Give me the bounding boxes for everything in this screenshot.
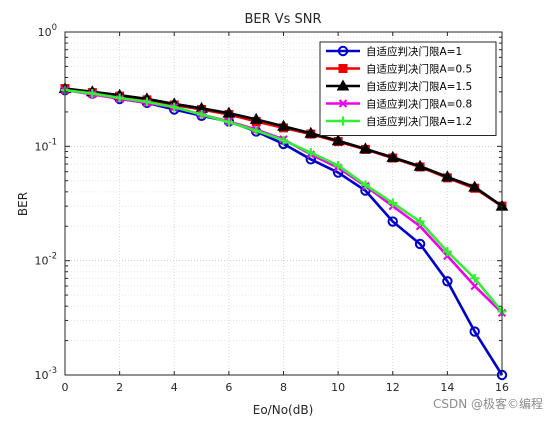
data-point	[279, 135, 288, 145]
watermark: CSDN @极客©编程	[433, 396, 543, 411]
data-point	[115, 93, 125, 103]
legend-marker	[338, 99, 348, 108]
data-point	[251, 126, 261, 136]
data-point	[387, 216, 398, 227]
y-tick-label: 100	[38, 23, 57, 39]
data-point	[331, 134, 345, 146]
data-point	[442, 276, 453, 287]
data-point	[470, 281, 479, 291]
y-tick-label: 10-1	[35, 137, 57, 153]
x-tick-label: 6	[225, 381, 232, 394]
data-point	[360, 180, 370, 190]
legend-label: 自适应判决门限A=0.5	[366, 63, 472, 76]
legend-label: 自适应判决门限A=1.5	[366, 80, 472, 93]
chart-title: BER Vs SNR	[244, 12, 321, 27]
data-point	[333, 160, 343, 170]
x-axis-label: Eo/No(dB)	[253, 403, 314, 417]
data-point	[169, 102, 179, 112]
data-point	[249, 112, 263, 124]
data-point	[415, 217, 425, 227]
data-point	[468, 180, 482, 192]
data-point	[442, 247, 452, 257]
data-point	[469, 326, 480, 337]
x-tick-label: 14	[440, 381, 454, 394]
data-point	[388, 198, 398, 208]
legend-marker	[338, 116, 348, 126]
legend-label: 自适应判决门限A=0.8	[366, 98, 472, 111]
legend-item: 自适应判决门限A=1.5	[326, 79, 472, 93]
x-tick-label: 0	[62, 381, 69, 394]
data-point	[306, 148, 316, 158]
x-tick-label: 2	[116, 381, 123, 394]
legend-label: 自适应判决门限A=1.2	[366, 115, 472, 128]
data-point	[441, 170, 454, 182]
data-point	[142, 97, 152, 107]
legend-marker	[338, 64, 348, 73]
data-point	[414, 238, 426, 250]
data-point	[304, 126, 318, 138]
x-tick-label: 10	[331, 381, 345, 394]
legend: 自适应判决门限A=1 自适应判决门限A=0.5 自适应判决门限A=1.5 自适应判决门…	[319, 41, 497, 136]
data-point	[470, 273, 480, 283]
x-tick-label: 4	[171, 381, 178, 394]
y-axis-label: BER	[16, 192, 30, 216]
legend-marker	[336, 79, 350, 91]
legend-item: 自适应判决门限A=0.5	[326, 63, 472, 76]
y-tick-label: 10-2	[35, 252, 57, 268]
data-point	[359, 142, 372, 154]
data-point	[197, 109, 207, 119]
legend-item: 自适应判决门限A=0.8	[326, 98, 472, 111]
legend-marker	[337, 45, 349, 57]
axis-ticks: 0 2 4 6 8 10 12 14 16 100 10-1 10-2 10-3	[35, 23, 509, 394]
legend-label: 自适应判决门限A=1	[366, 45, 462, 58]
x-tick-label: 12	[386, 381, 400, 394]
data-point	[386, 150, 400, 162]
data-point	[224, 117, 234, 127]
legend-item: 自适应判决门限A=1	[326, 45, 462, 58]
x-tick-label: 16	[495, 381, 509, 394]
data-point	[277, 119, 290, 131]
x-tick-label: 8	[280, 381, 287, 394]
data-point	[87, 88, 97, 98]
y-tick-label: 10-3	[35, 366, 57, 382]
data-point	[413, 159, 427, 171]
data-point	[222, 106, 236, 118]
legend-item: 自适应判决门限A=1.2	[326, 115, 472, 128]
